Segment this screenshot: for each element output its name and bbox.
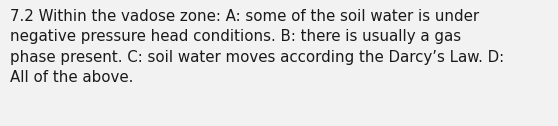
- Text: 7.2 Within the vadose zone: A: some of the soil water is under
negative pressure: 7.2 Within the vadose zone: A: some of t…: [10, 9, 504, 85]
